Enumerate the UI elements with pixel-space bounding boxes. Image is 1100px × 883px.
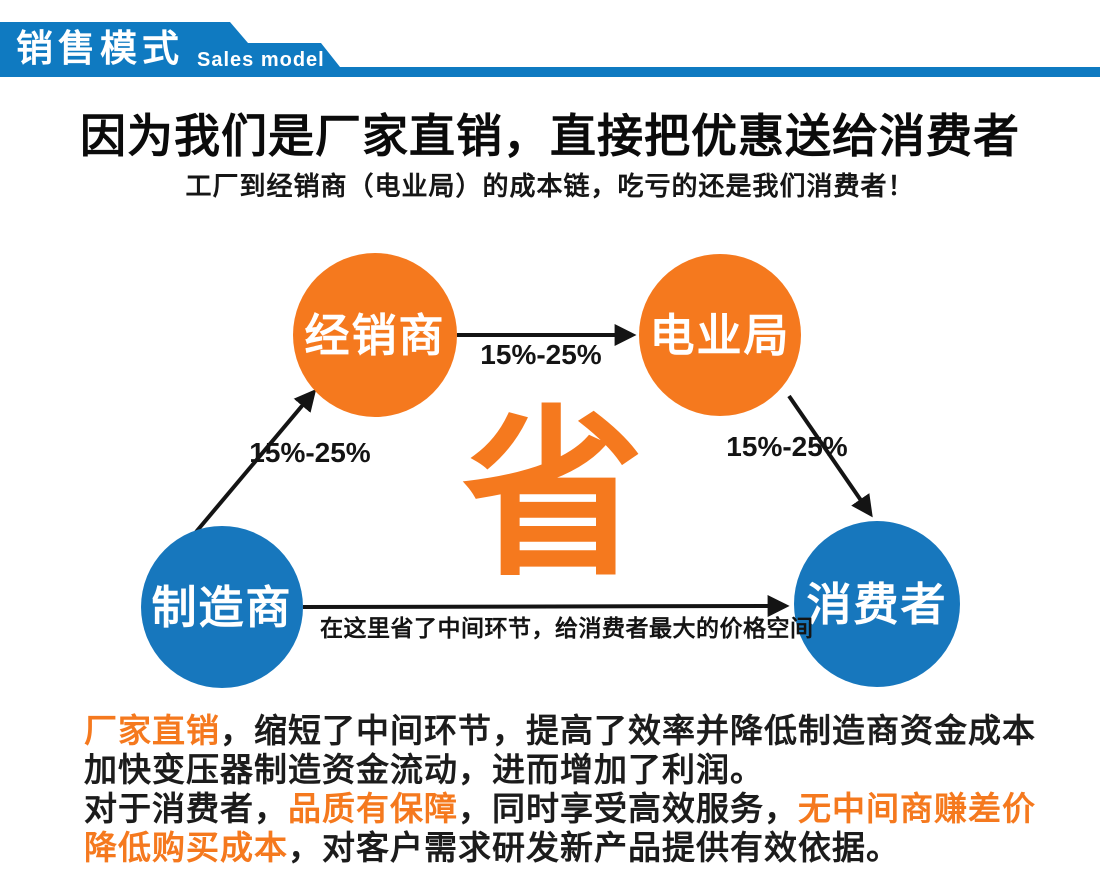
rate-label-right: 15%-25%: [726, 431, 848, 462]
text-segment: ，对客户需求研发新产品提供有效依据。: [288, 829, 900, 866]
bottom-arrow-caption: 在这里省了中间环节，给消费者最大的价格空间: [320, 615, 814, 641]
page-title: 因为我们是厂家直销，直接把优惠送给消费者: [80, 111, 1020, 162]
distributor-circle: [293, 253, 457, 417]
highlight-lower-cost: 降低购买成本: [84, 829, 288, 866]
node-label-consumer: 消费者: [806, 579, 948, 630]
node-label-distributor: 经销商: [304, 310, 446, 361]
page-subtitle: 工厂到经销商（电业局）的成本链，吃亏的还是我们消费者！: [185, 171, 915, 201]
rate-label-left: 15%-25%: [249, 437, 371, 468]
paragraph-direct-sales: 厂家直销，缩短了中间环节，提高了效率并降低制造商资金成本 加快变压器制造资金流动…: [84, 711, 1074, 789]
text-line: 加快变压器制造资金流动，进而增加了利润。: [84, 750, 1074, 789]
rate-label-top: 15%-25%: [480, 339, 602, 370]
text-segment: ，缩短了中间环节，提高了效率并降低制造商资金成本: [220, 712, 1036, 749]
node-label-manufacturer: 制造商: [151, 582, 293, 633]
node-label-power-bureau: 电业局: [649, 310, 791, 361]
header-banner-shape: [0, 22, 1100, 77]
text-segment: 加快变压器制造资金流动，进而增加了利润。: [84, 751, 764, 788]
text-line: 降低购买成本，对客户需求研发新产品提供有效依据。: [84, 828, 1074, 867]
paragraph-consumer-benefits: 对于消费者，品质有保障，同时享受高效服务，无中间商赚差价 降低购买成本，对客户需…: [84, 789, 1074, 867]
text-line: 对于消费者，品质有保障，同时享受高效服务，无中间商赚差价: [84, 789, 1074, 828]
highlight-no-middleman: 无中间商赚差价: [798, 790, 1036, 827]
text-segment: ，同时享受高效服务，: [458, 790, 798, 827]
arrow-manufacturer-to-consumer: [302, 595, 790, 618]
highlight-quality-guarantee: 品质有保障: [288, 790, 458, 827]
text-line: 厂家直销，缩短了中间环节，提高了效率并降低制造商资金成本: [84, 711, 1074, 750]
power-bureau-circle: [639, 254, 801, 416]
header-title-zh: 销售模式: [16, 28, 184, 69]
header-banner: [0, 22, 1100, 77]
highlight-factory-direct: 厂家直销: [84, 712, 220, 749]
arrow-manufacturer-to-distributor: [194, 388, 317, 534]
consumer-circle: [794, 521, 960, 687]
header-title-en: Sales model: [197, 49, 325, 71]
arrow-power-bureau-to-consumer: [787, 394, 873, 518]
save-character: 省: [462, 393, 644, 597]
text-segment: 对于消费者，: [84, 790, 288, 827]
manufacturer-circle: [141, 526, 303, 688]
